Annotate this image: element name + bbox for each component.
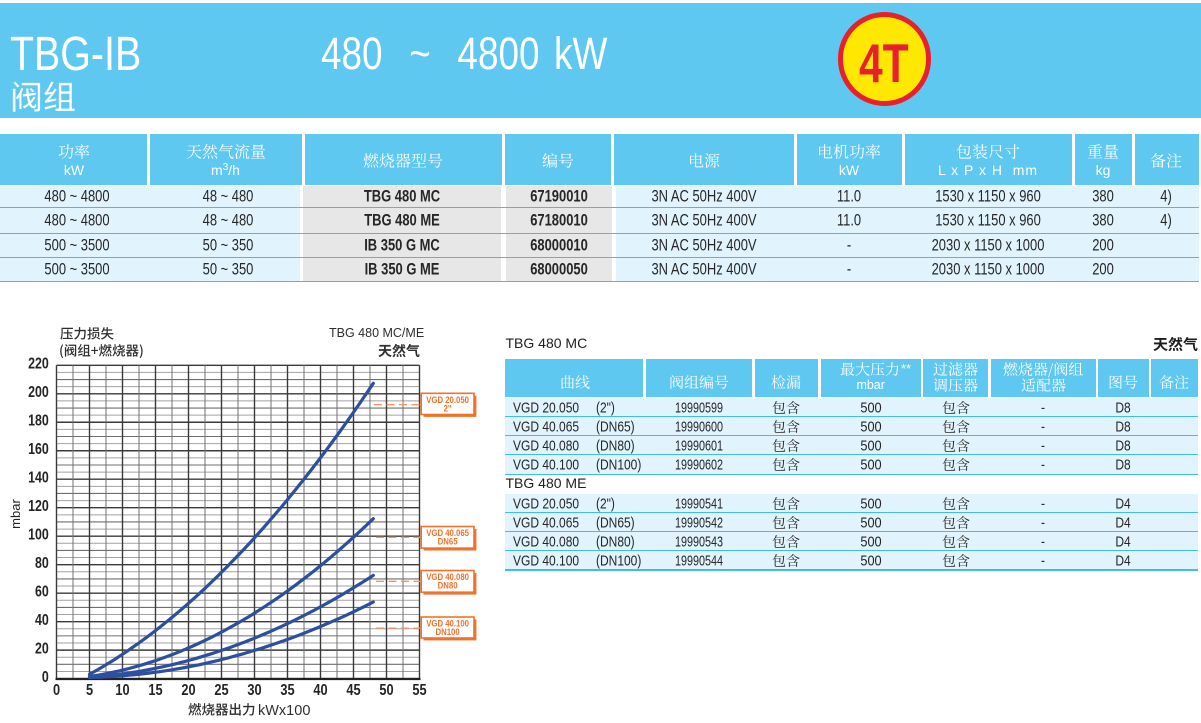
svg-text:120: 120 <box>28 497 49 515</box>
svg-text:5: 5 <box>86 682 93 700</box>
svg-text:15: 15 <box>148 682 162 700</box>
svg-text:DN80: DN80 <box>438 580 458 591</box>
svg-text:55: 55 <box>412 682 426 700</box>
svg-text:60: 60 <box>35 582 49 600</box>
svg-text:100: 100 <box>28 525 49 543</box>
svg-text:140: 140 <box>28 468 49 486</box>
svg-text:45: 45 <box>346 682 360 700</box>
svg-text:10: 10 <box>115 682 129 700</box>
svg-text:VGD 40.065: VGD 40.065 <box>426 527 469 538</box>
svg-text:0: 0 <box>53 682 60 700</box>
svg-text:VGD 40.080: VGD 40.080 <box>426 571 469 582</box>
svg-text:VGD 40.100: VGD 40.100 <box>426 618 469 629</box>
svg-text:30: 30 <box>247 682 261 700</box>
svg-text:40: 40 <box>313 682 327 700</box>
svg-text:35: 35 <box>280 682 294 700</box>
svg-text:20: 20 <box>35 639 49 657</box>
svg-text:50: 50 <box>379 682 393 700</box>
svg-text:20: 20 <box>181 682 195 700</box>
svg-text:DN100: DN100 <box>435 626 459 637</box>
svg-text:25: 25 <box>214 682 228 700</box>
svg-text:220: 220 <box>28 354 49 372</box>
svg-text:40: 40 <box>35 611 49 629</box>
svg-text:80: 80 <box>35 554 49 572</box>
svg-text:VGD 20.050: VGD 20.050 <box>426 394 469 405</box>
svg-text:0: 0 <box>42 668 49 686</box>
svg-text:DN65: DN65 <box>438 536 458 547</box>
svg-text:180: 180 <box>28 411 49 429</box>
svg-text:200: 200 <box>28 383 49 401</box>
svg-text:160: 160 <box>28 440 49 458</box>
svg-text:mbar: mbar <box>8 499 23 529</box>
svg-text:2": 2" <box>444 403 452 414</box>
